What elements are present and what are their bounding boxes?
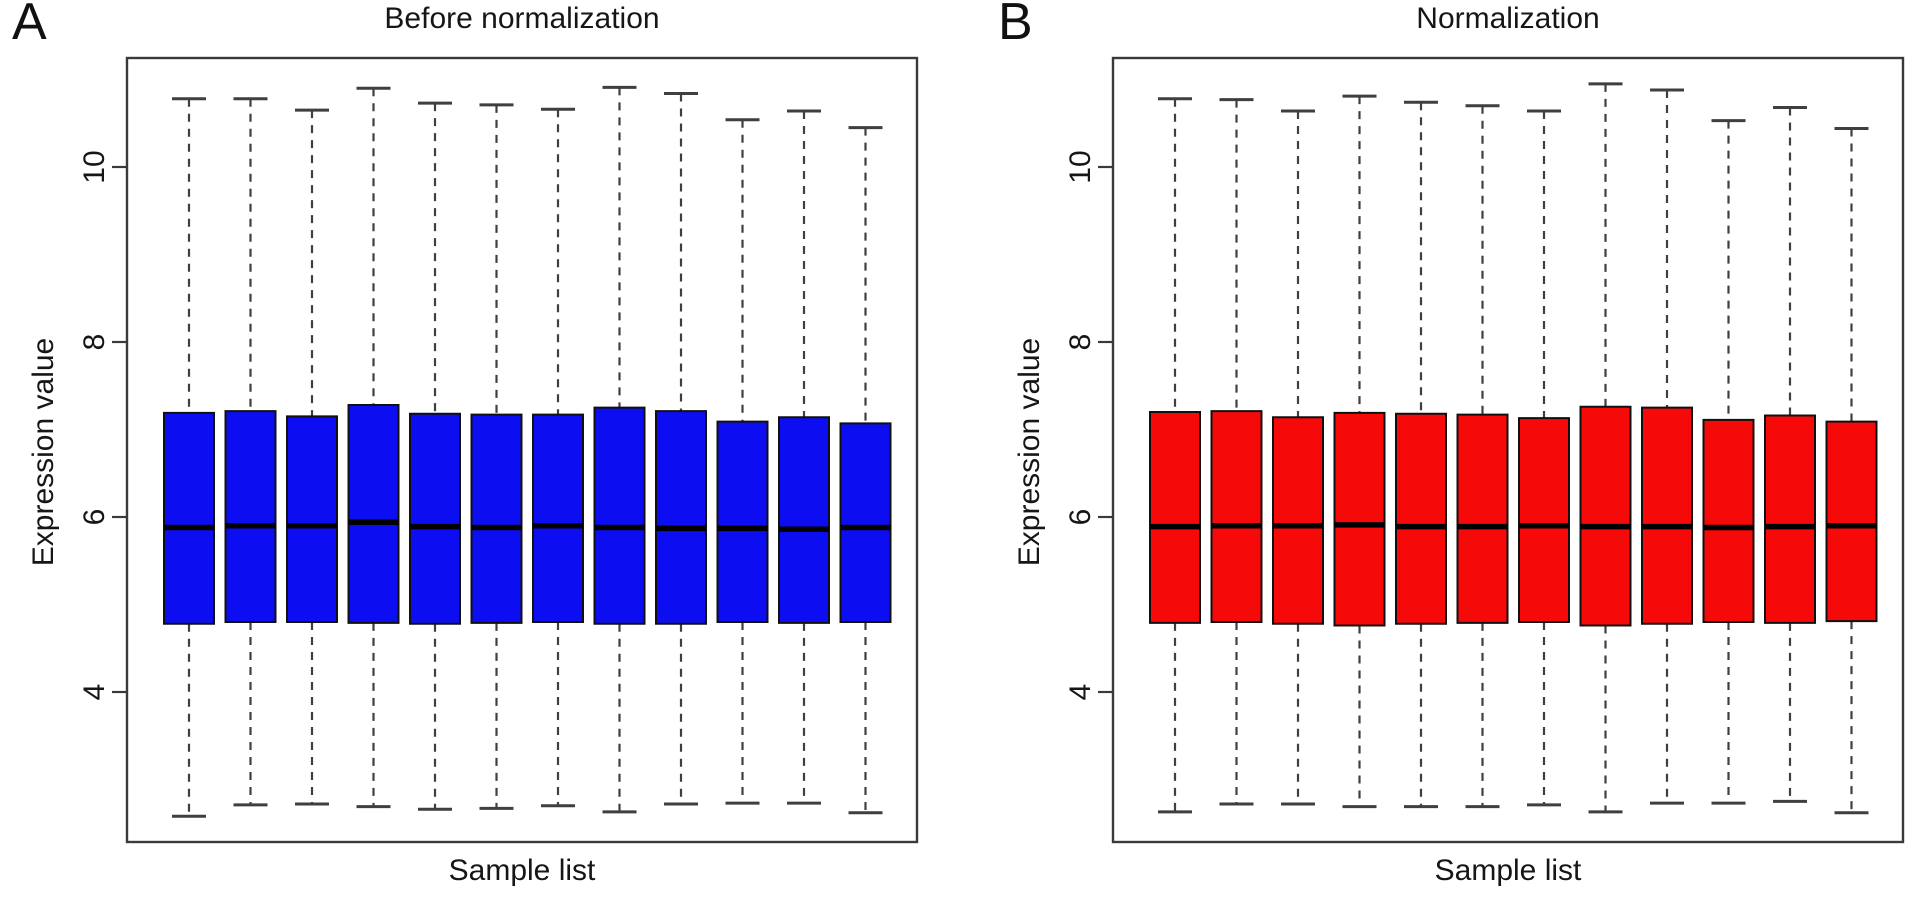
iqr-box <box>839 422 892 623</box>
box-group <box>1764 106 1816 803</box>
box-group <box>1579 82 1632 814</box>
box-group <box>1395 100 1447 809</box>
y-tick-label: 10 <box>78 150 111 183</box>
box-group <box>532 107 584 808</box>
iqr-box <box>470 413 523 624</box>
panel-b-boxplot-canvas: 4 6 8 10 <box>1064 56 1905 844</box>
box-group <box>1702 119 1755 805</box>
panel-normalization: B Normalization Expression value 4 6 8 10 S… <box>986 0 1913 912</box>
y-tick-label: 6 <box>78 509 111 526</box>
iqr-box <box>1518 417 1570 623</box>
box-group <box>1272 109 1324 806</box>
box-group <box>655 92 707 806</box>
y-tick-label: 6 <box>1064 509 1097 526</box>
iqr-box <box>1764 414 1816 624</box>
iqr-box <box>163 411 215 625</box>
panel-a-boxplot-canvas: 4 6 8 10 <box>78 56 919 844</box>
iqr-box <box>593 406 646 625</box>
panel-before-normalization: A Before normalization Expression value … <box>0 0 927 912</box>
y-tick-label: 8 <box>78 334 111 351</box>
box-group <box>778 109 830 805</box>
box-group <box>1518 109 1570 807</box>
iqr-box <box>1702 418 1755 623</box>
iqr-box <box>286 415 338 623</box>
box-group <box>224 97 277 807</box>
iqr-box <box>716 420 769 623</box>
panel-a-corner-label: A <box>12 0 47 51</box>
iqr-box <box>1149 411 1201 624</box>
iqr-box <box>1210 410 1263 623</box>
panel-b-corner-label: B <box>998 0 1033 51</box>
iqr-box <box>1333 411 1386 627</box>
panel-a-title: Before normalization <box>384 2 660 35</box>
box-group <box>163 97 215 818</box>
iqr-box <box>347 404 400 624</box>
y-tick-label: 4 <box>1064 684 1097 701</box>
box-group <box>1641 88 1693 805</box>
box-group <box>1149 97 1201 814</box>
box-group <box>347 86 400 809</box>
box-group <box>839 126 892 815</box>
iqr-box <box>1272 416 1324 625</box>
box-group <box>1825 127 1878 815</box>
plot-frame <box>1111 56 1905 844</box>
iqr-box <box>1641 406 1693 625</box>
iqr-box <box>532 413 584 623</box>
box-group <box>1456 104 1509 809</box>
iqr-box <box>224 410 277 623</box>
y-tick-label: 8 <box>1064 334 1097 351</box>
box-group <box>716 118 769 805</box>
box-group <box>286 108 338 806</box>
panel-b-x-axis-label: Sample list <box>1434 854 1582 887</box>
box-group <box>470 103 523 810</box>
panel-a-x-axis-label: Sample list <box>448 854 596 887</box>
box-group <box>1210 98 1263 806</box>
y-tick-label: 4 <box>78 684 111 701</box>
iqr-box <box>1825 420 1878 623</box>
box-group <box>593 85 646 814</box>
iqr-box <box>1395 412 1447 625</box>
panel-b-title: Normalization <box>1416 2 1600 35</box>
iqr-box <box>1456 413 1509 624</box>
iqr-box <box>655 410 707 625</box>
box-group <box>1333 94 1386 809</box>
plot-frame <box>125 56 919 844</box>
iqr-box <box>1579 405 1632 627</box>
y-tick-label: 10 <box>1064 150 1097 183</box>
box-group <box>409 101 461 811</box>
iqr-box <box>778 416 830 624</box>
iqr-box <box>409 412 461 625</box>
